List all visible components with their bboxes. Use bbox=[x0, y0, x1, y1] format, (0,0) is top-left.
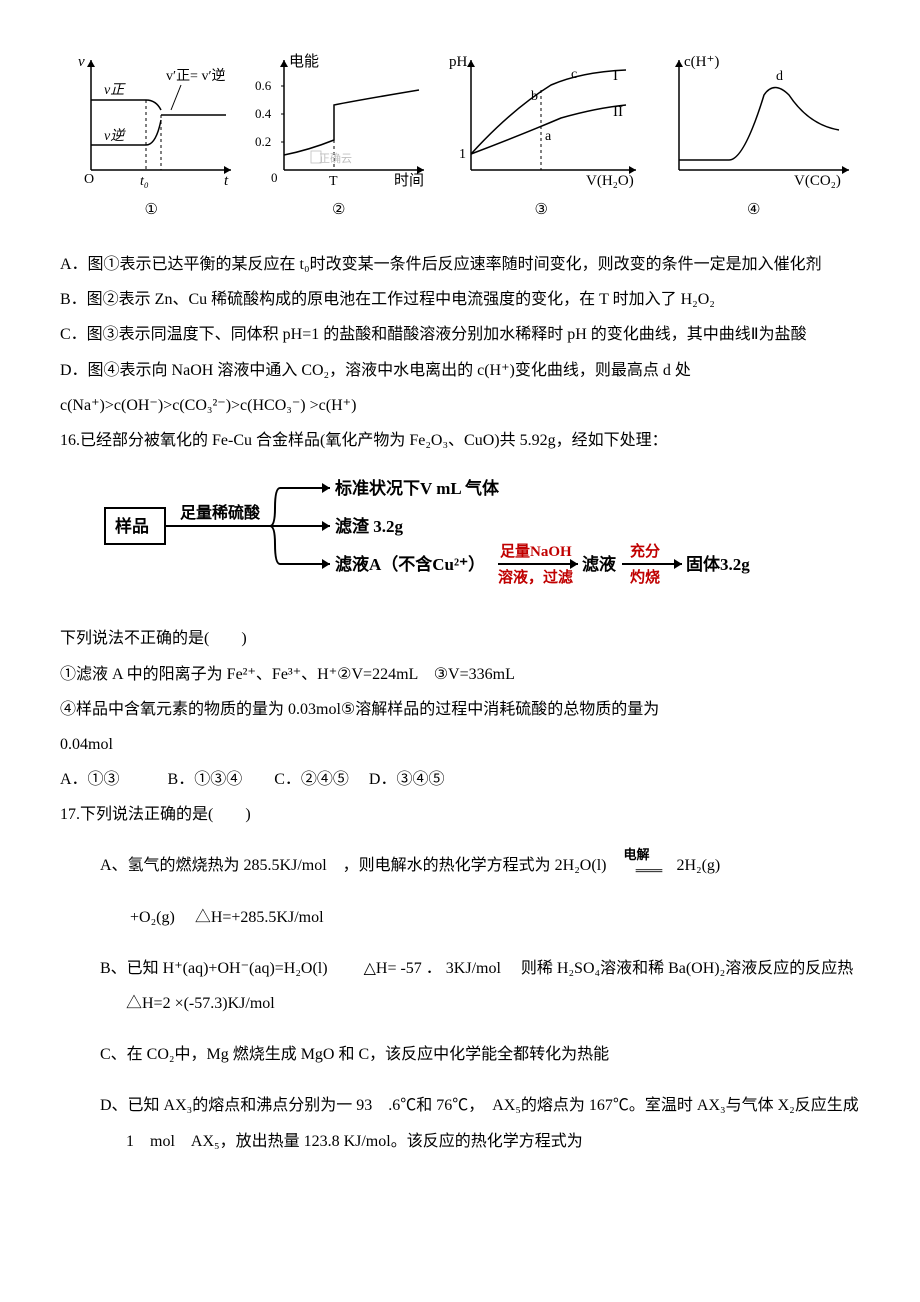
d-burn-bot: 灼烧 bbox=[630, 568, 660, 586]
fig2-svg: 电能 时间 0.6 0.4 0.2 0 T 正确云 bbox=[249, 50, 429, 190]
svg-text:0.2: 0.2 bbox=[255, 134, 271, 149]
fig2-num: ② bbox=[332, 194, 345, 227]
q17-stem: 17.下列说法正确的是( ) bbox=[60, 797, 860, 832]
svg-text:0: 0 bbox=[271, 170, 278, 185]
svg-text:c: c bbox=[571, 67, 577, 82]
fig1-vfwd: v正 bbox=[104, 83, 126, 98]
q17-A-line2: +O₂(g) △H=+285.5KJ/mol bbox=[130, 900, 860, 935]
q16-stem: 16.已经部分被氧化的 Fe-Cu 合金样品(氧化产物为 Fe₂O₃、CuO)共… bbox=[60, 423, 860, 458]
fig2-watermark: 正确云 bbox=[319, 152, 352, 165]
q15-D-line1: D．图④表示向 NaOH 溶液中通入 CO₂，溶液中水电离出的 c(H⁺)变化曲… bbox=[60, 353, 860, 388]
svg-text:d: d bbox=[776, 69, 783, 84]
q15-B: B．图②表示 Zn、Cu 稀硫酸构成的原电池在工作过程中电流强度的变化，在 T … bbox=[60, 282, 860, 317]
q17-C: C、在 CO₂中，Mg 燃烧生成 MgO 和 C，该反应中化学能全都转化为热能 bbox=[100, 1037, 860, 1072]
elec-label: 电解 bbox=[623, 847, 649, 862]
d-out2: 滤渣 3.2g bbox=[335, 516, 403, 536]
electrolysis-symbol: 电解 bbox=[628, 851, 670, 883]
fig1-meet: v′正= v′逆 bbox=[166, 68, 226, 84]
figure-row: v t v正 v逆 v′正= v′逆 t₀ O ① 电能 时间 0.6 0.4 bbox=[60, 50, 860, 227]
d-solid: 固体3.2g bbox=[686, 554, 750, 574]
q16-line2: ④样品中含氧元素的物质的量为 0.03mol⑤溶解样品的过程中消耗硫酸的总物质的… bbox=[60, 692, 860, 727]
fig3-xlabel: V(H₂O) bbox=[586, 173, 634, 189]
fig1-num: ① bbox=[145, 194, 158, 227]
fig2-T: T bbox=[329, 174, 338, 189]
figure-1: v t v正 v逆 v′正= v′逆 t₀ O ① bbox=[66, 50, 236, 227]
fig4-ylabel: c(H⁺) bbox=[684, 54, 719, 70]
svg-text:a: a bbox=[545, 129, 552, 144]
fig3-svg: pH V(H₂O) 1 a b c I II bbox=[441, 50, 641, 190]
q16-line3: 0.04mol bbox=[60, 727, 860, 762]
q17-A-text2: 2H₂(g) bbox=[676, 857, 720, 874]
fig2-xlabel: 时间 bbox=[394, 172, 424, 189]
fig3-num: ③ bbox=[535, 194, 548, 227]
q17-D: D、已知 AX₃的熔点和沸点分别为一 93 .6℃和 76℃， AX₅的熔点为 … bbox=[100, 1088, 860, 1158]
figure-3: pH V(H₂O) 1 a b c I II ③ bbox=[441, 50, 641, 227]
d-naoh-top: 足量NaOH bbox=[500, 543, 572, 560]
fig4-xlabel: V(CO₂) bbox=[794, 173, 841, 189]
svg-text:0.4: 0.4 bbox=[255, 106, 272, 121]
q16-answers: A．①③ B．①③④ C．②④⑤ D．③④⑤ bbox=[60, 762, 860, 797]
q17-A: A、氢气的燃烧热为 285.5KJ/mol ，则电解水的热化学方程式为 2H₂O… bbox=[100, 848, 860, 883]
d-out1: 标准状况下V mL 气体 bbox=[335, 478, 500, 498]
d-burn-top: 充分 bbox=[630, 542, 660, 560]
q17-A-text1: A、氢气的燃烧热为 285.5KJ/mol ，则电解水的热化学方程式为 2H₂O… bbox=[100, 857, 622, 874]
fig1-xlabel: t bbox=[224, 173, 229, 189]
svg-text:O: O bbox=[84, 172, 94, 187]
fig1-vrev: v逆 bbox=[104, 128, 126, 144]
q16-diagram: 样品 足量稀硫酸 标准状况下V mL 气体 滤渣 3.2g 滤液A（不含Cu²⁺… bbox=[100, 468, 860, 611]
q15-C: C．图③表示同温度下、同体积 pH=1 的盐酸和醋酸溶液分别加水稀释时 pH 的… bbox=[60, 317, 860, 352]
d-out3a: 滤液A（不含Cu²⁺） bbox=[335, 554, 485, 574]
d-sample: 样品 bbox=[115, 516, 149, 536]
svg-text:II: II bbox=[613, 104, 623, 120]
fig1-svg: v t v正 v逆 v′正= v′逆 t₀ O bbox=[66, 50, 236, 190]
fig4-svg: c(H⁺) V(CO₂) d bbox=[654, 50, 854, 190]
svg-text:b: b bbox=[531, 89, 538, 104]
fig2-ylabel: 电能 bbox=[289, 53, 319, 70]
fig1-ylabel: v bbox=[78, 54, 85, 70]
figure-2: 电能 时间 0.6 0.4 0.2 0 T 正确云 ② bbox=[249, 50, 429, 227]
d-filtrate: 滤液 bbox=[582, 554, 616, 574]
q16-sub1: 下列说法不正确的是( ) bbox=[60, 621, 860, 656]
svg-text:0.6: 0.6 bbox=[255, 78, 272, 93]
q15-D-line2: c(Na⁺)>c(OH⁻)>c(CO₃²⁻)>c(HCO₃⁻) >c(H⁺) bbox=[60, 388, 860, 423]
d-arrow1-label: 足量稀硫酸 bbox=[180, 503, 261, 522]
figure-4: c(H⁺) V(CO₂) d ④ bbox=[654, 50, 854, 227]
q16-line1: ①滤液 A 中的阳离子为 Fe²⁺、Fe³⁺、H⁺②V=224mL ③V=336… bbox=[60, 657, 860, 692]
fig4-num: ④ bbox=[747, 194, 760, 227]
q17-B: B、已知 H⁺(aq)+OH⁻(aq)=H₂O(l) △H= -57 ． 3KJ… bbox=[100, 951, 860, 1021]
fig1-t0: t₀ bbox=[140, 174, 149, 189]
svg-text:I: I bbox=[613, 68, 618, 84]
svg-text:1: 1 bbox=[459, 147, 466, 162]
q15-A: A．图①表示已达平衡的某反应在 t₀时改变某一条件后反应速率随时间变化，则改变的… bbox=[60, 247, 860, 282]
fig3-ylabel: pH bbox=[449, 54, 468, 70]
d-naoh-bot: 溶液，过滤 bbox=[498, 568, 573, 586]
